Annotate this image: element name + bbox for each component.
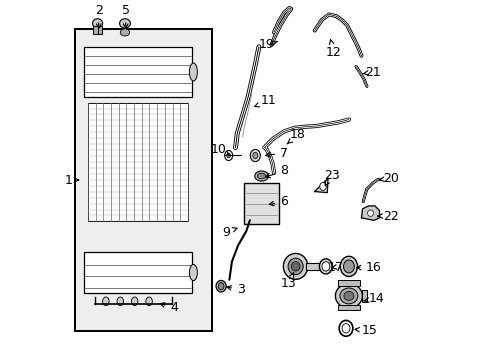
Bar (93, 26, 102, 34)
Ellipse shape (120, 29, 129, 36)
Ellipse shape (226, 153, 230, 158)
Text: 23: 23 (323, 169, 339, 185)
Text: 5: 5 (122, 4, 129, 28)
Ellipse shape (343, 260, 354, 273)
Text: 20: 20 (379, 172, 399, 185)
Ellipse shape (283, 253, 307, 279)
Ellipse shape (120, 19, 130, 28)
Text: 19: 19 (259, 39, 277, 51)
Bar (337, 280, 359, 286)
Text: 10: 10 (210, 143, 229, 156)
Text: 15: 15 (354, 324, 377, 337)
Text: 13: 13 (280, 273, 296, 290)
Ellipse shape (216, 280, 225, 292)
Text: 2: 2 (95, 4, 102, 28)
Text: 9: 9 (222, 226, 237, 239)
Bar (84, 47, 192, 97)
Bar (84, 252, 192, 293)
Bar (361, 290, 366, 302)
Text: 4: 4 (160, 301, 178, 314)
Ellipse shape (340, 256, 357, 276)
Ellipse shape (218, 283, 224, 290)
Ellipse shape (319, 259, 332, 274)
Polygon shape (314, 178, 327, 193)
Polygon shape (361, 206, 379, 220)
Text: 6: 6 (269, 195, 287, 208)
Ellipse shape (189, 63, 197, 81)
Ellipse shape (291, 262, 299, 271)
Bar (306, 263, 320, 270)
Ellipse shape (342, 324, 349, 333)
Ellipse shape (145, 297, 152, 306)
Ellipse shape (257, 173, 265, 179)
Ellipse shape (92, 19, 102, 28)
Ellipse shape (367, 210, 373, 216)
Text: 18: 18 (286, 129, 305, 144)
Bar (75, 29, 212, 331)
Ellipse shape (250, 149, 260, 162)
Text: 22: 22 (377, 210, 398, 222)
Text: 11: 11 (254, 94, 276, 107)
Bar (75, 29, 212, 331)
Text: 16: 16 (356, 261, 381, 274)
Ellipse shape (343, 292, 353, 300)
Ellipse shape (339, 288, 357, 304)
Bar (244, 183, 278, 224)
Ellipse shape (319, 183, 325, 190)
Ellipse shape (321, 262, 329, 271)
Bar (88, 103, 187, 221)
Ellipse shape (287, 258, 303, 275)
Ellipse shape (131, 297, 138, 306)
Ellipse shape (189, 264, 197, 281)
Text: 14: 14 (363, 292, 384, 305)
Text: 21: 21 (362, 66, 381, 78)
Text: 12: 12 (325, 40, 341, 59)
Ellipse shape (117, 297, 123, 306)
Text: 3: 3 (226, 283, 244, 296)
Ellipse shape (252, 152, 257, 159)
Text: 17: 17 (326, 261, 343, 274)
Ellipse shape (335, 284, 362, 308)
Text: 7: 7 (265, 147, 287, 159)
Ellipse shape (254, 171, 268, 181)
Text: 1: 1 (65, 174, 79, 186)
Bar (337, 305, 359, 310)
Text: 8: 8 (265, 165, 287, 178)
Ellipse shape (102, 297, 109, 306)
